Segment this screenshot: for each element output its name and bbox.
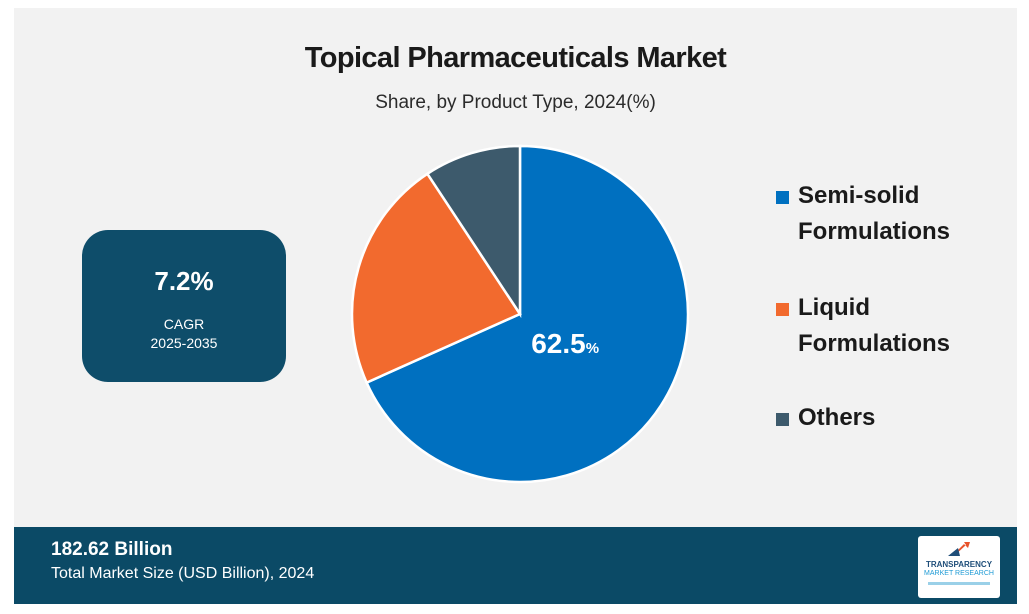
legend-swatch-liquid [776,303,789,316]
logo-underline [928,582,990,585]
company-logo: TRANSPARENCY MARKET RESEARCH [918,536,1000,598]
logo-text-line2: MARKET RESEARCH [924,570,994,577]
legend-swatch-semi-solid [776,191,789,204]
pie-slice-liquid-formulations [350,172,522,385]
chart-card: Topical Pharmaceuticals Market Share, by… [14,8,1017,604]
market-size-value: 182.62 Billion [51,539,173,560]
legend-label-line1: Others [798,404,876,431]
pie-slice-semi-solid-formulations [364,144,690,484]
legend-item-others: Others [776,400,875,436]
cagr-value: 7.2% [154,266,214,296]
logo-text-line1: TRANSPARENCY [925,560,993,569]
chart-title: Topical Pharmaceuticals Market [304,42,727,74]
legend-label-line1: Liquid [798,294,870,321]
legend-label-line2: Formulations [798,218,951,245]
legend-swatch-others [776,413,789,426]
legend-item-liquid: Liquid Formulations [776,290,950,362]
market-size-label: Total Market Size (USD Billion), 2024 [51,565,315,582]
market-size-footer: 182.62 Billion Total Market Size (USD Bi… [14,527,1017,604]
legend-item-semi-solid: Semi-solid Formulations [776,178,950,250]
legend-label-line1: Semi-solid [798,182,920,209]
legend-label-line2: Formulations [798,330,951,357]
logo-arrow-icon [948,542,970,556]
cagr-period: 2025-2035 [150,335,218,351]
chart-subtitle: Share, by Product Type, 2024(%) [375,92,656,113]
cagr-badge: 7.2% CAGR 2025-2035 [82,230,286,382]
cagr-label: CAGR [163,316,205,332]
pie-chart: 62.5% [350,144,690,484]
pie-slice-others [425,144,522,319]
pie-data-label: 62.5% [531,328,599,359]
